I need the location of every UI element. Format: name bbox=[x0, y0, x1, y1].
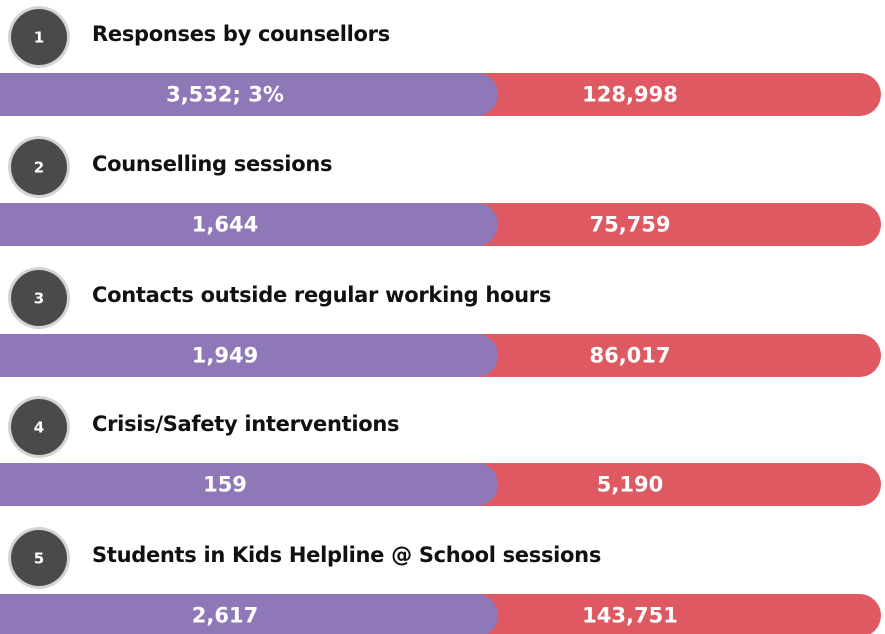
badge-number: 3 bbox=[34, 290, 44, 308]
left-value: 1,644 bbox=[192, 213, 258, 237]
right-bar bbox=[470, 463, 881, 506]
badge bbox=[11, 530, 67, 586]
left-bar bbox=[0, 463, 498, 506]
badge bbox=[11, 9, 67, 65]
left-bar bbox=[0, 203, 498, 246]
badge bbox=[11, 399, 67, 455]
row-title: Crisis/Safety interventions bbox=[92, 412, 399, 436]
badge-number: 2 bbox=[34, 159, 44, 177]
left-bar bbox=[0, 594, 498, 634]
left-bar bbox=[0, 334, 498, 377]
left-value: 159 bbox=[203, 473, 247, 497]
row-title: Contacts outside regular working hours bbox=[92, 283, 551, 307]
left-value: 3,532; 3% bbox=[166, 83, 284, 107]
right-bar bbox=[470, 594, 881, 634]
badge-number: 5 bbox=[34, 550, 44, 568]
right-bar bbox=[470, 334, 881, 377]
right-bar bbox=[470, 73, 881, 116]
badge bbox=[11, 139, 67, 195]
badge-number: 4 bbox=[34, 419, 44, 437]
left-value: 1,949 bbox=[192, 344, 258, 368]
left-bar bbox=[0, 73, 498, 116]
badge bbox=[11, 270, 67, 326]
row-title: Responses by counsellors bbox=[92, 22, 390, 46]
right-value: 143,751 bbox=[582, 604, 678, 628]
badge-number: 1 bbox=[34, 29, 44, 47]
right-value: 128,998 bbox=[582, 83, 678, 107]
right-value: 75,759 bbox=[589, 213, 670, 237]
row-title: Students in Kids Helpline @ School sessi… bbox=[92, 543, 601, 567]
right-bar bbox=[470, 203, 881, 246]
right-value: 86,017 bbox=[589, 344, 670, 368]
left-value: 2,617 bbox=[192, 604, 258, 628]
right-value: 5,190 bbox=[597, 473, 663, 497]
row-title: Counselling sessions bbox=[92, 152, 332, 176]
